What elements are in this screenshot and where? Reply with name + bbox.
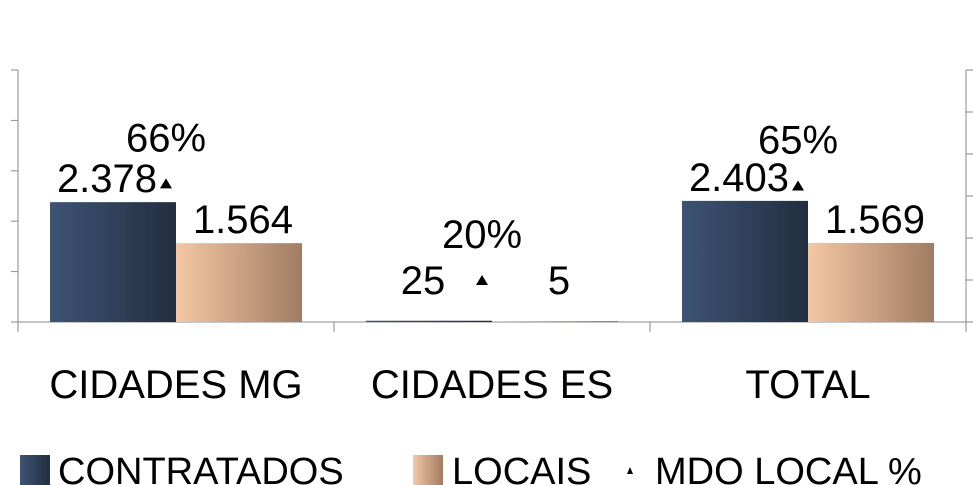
data-label-locais: 1.564 [193, 198, 293, 242]
labels-group: CIDADES MG 2.378 1.564 66% CIDADES ES 25 5 20% T… [49, 116, 925, 407]
bar-contratados [50, 202, 176, 322]
data-label-mdo-local: 66% [126, 116, 206, 160]
x-tick-label: CIDADES MG [49, 363, 302, 407]
legend-label-contratados: CONTRATADOS [58, 451, 344, 485]
data-label-locais: 5 [548, 259, 570, 303]
x-tick-label: CIDADES ES [371, 363, 613, 407]
legend-swatch-contratados [20, 455, 50, 485]
legend-swatch-locais [413, 455, 443, 485]
legend-marker-mdo-local [627, 467, 633, 474]
data-label-contratados: 25 [401, 259, 446, 303]
x-tick-label: TOTAL [745, 363, 870, 407]
bar-locais [808, 242, 934, 322]
data-label-contratados: 2.378 [57, 157, 157, 201]
marker-mdo-local [792, 180, 804, 191]
bars-group [50, 200, 934, 322]
data-label-locais: 1.569 [825, 198, 925, 242]
legend-label-mdo-local: MDO LOCAL % [655, 451, 922, 485]
bar-contratados [682, 200, 808, 322]
data-label-contratados: 2.403 [689, 156, 789, 200]
data-label-mdo-local: 20% [442, 213, 522, 257]
marker-mdo-local [160, 178, 172, 189]
legend: CONTRATADOS LOCAIS MDO LOCAL % [20, 451, 922, 485]
data-label-mdo-local: 65% [758, 119, 838, 163]
legend-label-locais: LOCAIS [452, 451, 591, 485]
marker-mdo-local [476, 275, 488, 285]
bar-locais [176, 243, 302, 322]
bar-contratados [366, 320, 492, 322]
markers-group [160, 178, 804, 285]
bar-locais [492, 321, 618, 322]
